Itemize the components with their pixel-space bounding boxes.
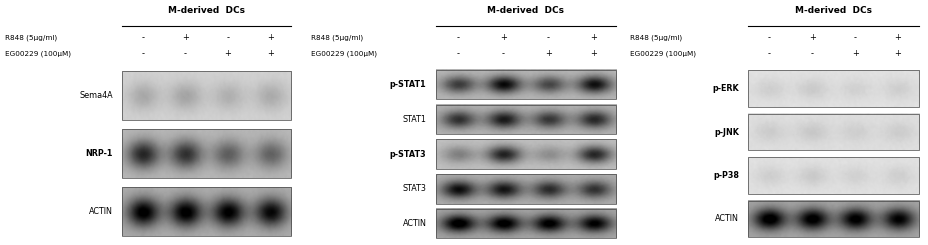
Bar (435, 105, 615, 134)
Bar (435, 209, 615, 238)
Text: -: - (141, 49, 144, 58)
Text: -: - (226, 34, 229, 42)
Text: +: + (851, 49, 857, 58)
Bar (435, 174, 615, 204)
Text: p-STAT1: p-STAT1 (390, 80, 426, 89)
Text: EG00229 (100μM): EG00229 (100μM) (629, 51, 695, 57)
Text: -: - (767, 34, 770, 42)
Text: +: + (894, 49, 900, 58)
Bar (122, 71, 291, 120)
Text: EG00229 (100μM): EG00229 (100μM) (311, 51, 377, 57)
Text: +: + (545, 49, 551, 58)
Text: -: - (141, 34, 144, 42)
Text: R848 (5μg/ml): R848 (5μg/ml) (311, 35, 363, 41)
Text: +: + (224, 49, 231, 58)
Text: ACTIN: ACTIN (402, 219, 426, 228)
Text: +: + (589, 49, 597, 58)
Text: -: - (547, 34, 549, 42)
Text: -: - (501, 49, 504, 58)
Text: -: - (457, 49, 459, 58)
Text: +: + (499, 34, 507, 42)
Text: p-STAT3: p-STAT3 (390, 150, 426, 159)
Text: ACTIN: ACTIN (715, 214, 739, 223)
Bar (747, 201, 919, 237)
Text: M-derived  DCs: M-derived DCs (168, 6, 245, 15)
Text: M-derived  DCs: M-derived DCs (794, 6, 871, 15)
Text: R848 (5μg/ml): R848 (5μg/ml) (629, 35, 681, 41)
Text: ACTIN: ACTIN (89, 207, 113, 216)
Bar (122, 129, 291, 178)
Bar (747, 114, 919, 150)
Text: -: - (457, 34, 459, 42)
Text: +: + (182, 34, 188, 42)
Text: M-derived  DCs: M-derived DCs (487, 6, 564, 15)
Text: +: + (894, 34, 900, 42)
Text: STAT1: STAT1 (402, 115, 426, 124)
Text: +: + (808, 34, 815, 42)
Text: Sema4A: Sema4A (79, 91, 113, 100)
Text: -: - (767, 49, 770, 58)
Text: -: - (810, 49, 813, 58)
Text: NRP-1: NRP-1 (85, 149, 113, 158)
Text: +: + (266, 34, 274, 42)
Text: -: - (853, 34, 856, 42)
Bar (122, 187, 291, 236)
Text: p-P38: p-P38 (713, 171, 739, 180)
Text: p-ERK: p-ERK (712, 84, 739, 93)
Text: R848 (5μg/ml): R848 (5μg/ml) (5, 35, 57, 41)
Text: -: - (184, 49, 187, 58)
Bar (747, 70, 919, 107)
Bar (435, 70, 615, 99)
Text: +: + (589, 34, 597, 42)
Text: p-JNK: p-JNK (714, 127, 739, 136)
Text: STAT3: STAT3 (402, 184, 426, 193)
Text: EG00229 (100μM): EG00229 (100μM) (5, 51, 71, 57)
Bar (747, 157, 919, 194)
Bar (435, 139, 615, 169)
Text: +: + (266, 49, 274, 58)
